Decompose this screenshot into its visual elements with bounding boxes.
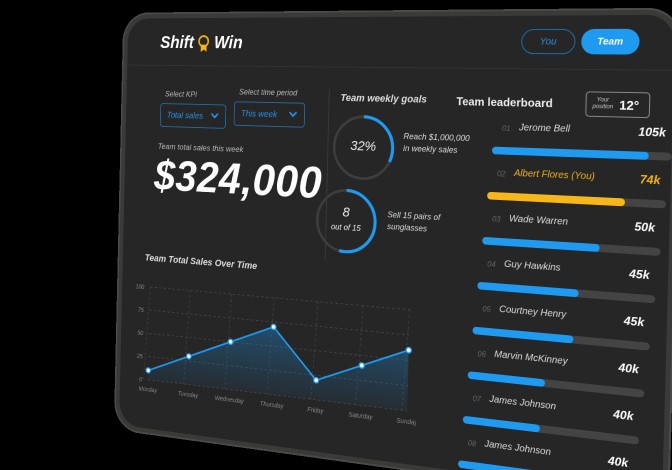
y-tick-label: 25 [136, 353, 143, 360]
total-sales-value: $324,000 [153, 151, 323, 208]
x-tick-label: Friday [307, 407, 324, 415]
progress-fill [491, 146, 649, 160]
progress-track [482, 236, 661, 256]
data-point [271, 324, 276, 330]
chevron-down-icon [210, 109, 219, 119]
y-tick-label: 0 [139, 377, 142, 383]
rank-number: 03 [492, 214, 501, 224]
progress-track [491, 146, 672, 161]
x-tick-label: Sunday [396, 418, 418, 427]
progress-track [487, 191, 667, 209]
x-tick-label: Tuesday [178, 391, 199, 400]
member-score: 105k [638, 124, 667, 140]
line-chart: 0 25 50 75 100 Monday Tuesday Wednesday Thursday… [136, 284, 418, 427]
logo: Shift Win [160, 33, 243, 53]
sales-over-time-chart: 0 25 50 75 100 Monday Tuesday Wednesday Thursday… [125, 270, 419, 441]
kpi-select[interactable]: Total sales [159, 103, 227, 129]
top-bar: Shift Win You Team [127, 14, 672, 71]
member-score: 40k [613, 407, 634, 424]
progress-fill [458, 460, 535, 470]
member-score: 40k [607, 453, 629, 470]
data-point [146, 368, 151, 374]
y-tick-label: 50 [137, 330, 143, 337]
member-name: Jerome Bell [518, 122, 571, 135]
progress-track [467, 371, 645, 398]
data-point [186, 353, 191, 359]
progress-fill [472, 326, 574, 344]
member-score: 40k [618, 360, 640, 377]
rank-number: 01 [501, 124, 511, 133]
data-point [359, 362, 364, 368]
tablet-frame: Shift Win You Team Select KPI Total sale… [113, 7, 672, 470]
goal-ring-sales-value: 32% [350, 138, 377, 155]
member-score: 45k [628, 266, 650, 283]
member-score: 50k [634, 219, 656, 235]
progress-fill [477, 281, 579, 298]
member-score: 45k [623, 313, 645, 330]
kpi-select-value: Total sales [166, 110, 204, 121]
dashboard-screen: Shift Win You Team Select KPI Total sale… [119, 14, 672, 470]
toggle-you-button[interactable]: You [520, 28, 576, 55]
rank-number: 06 [477, 349, 486, 359]
progress-fill [482, 236, 600, 253]
goal-ring-sunglasses: 8 out of 15 [313, 185, 379, 257]
period-label: Select time period [239, 87, 298, 98]
progress-fill [462, 415, 540, 433]
x-tick-label: Monday [139, 386, 158, 394]
logo-text-win: Win [213, 33, 243, 53]
member-name: Wade Warren [508, 213, 569, 228]
medal-icon [198, 34, 210, 52]
rank-number: 05 [482, 304, 491, 314]
leaderboard-title: Team leaderboard [456, 94, 553, 111]
y-tick-label: 75 [138, 307, 144, 314]
period-select[interactable]: This week [233, 101, 306, 128]
x-tick-label: Saturday [348, 412, 373, 422]
weekly-goals-title: Team weekly goals [340, 92, 427, 106]
y-tick-label: 100 [136, 284, 145, 291]
progress-fill [467, 371, 545, 388]
leaderboard-list: 01 Jerome Bell 105k 02 Albert Flores (You) 74… [426, 72, 672, 470]
progress-track [477, 281, 656, 304]
data-point [406, 347, 411, 353]
chart-title: Team Total Sales Over Time [144, 252, 258, 272]
chevron-down-icon [288, 108, 298, 118]
x-tick-label: Thursday [260, 401, 284, 410]
data-point [228, 339, 233, 345]
your-position-badge: Your position 12° [585, 91, 651, 119]
period-select-value: This week [240, 108, 278, 120]
logo-text-shift: Shift [160, 33, 195, 53]
rank-number: 02 [496, 169, 506, 179]
rank-number: 08 [467, 438, 477, 449]
your-position-label: Your position [592, 97, 614, 111]
progress-fill [487, 191, 626, 207]
data-point [314, 377, 319, 383]
member-name: Albert Flores (You) [513, 168, 596, 183]
your-position-value: 12° [619, 97, 640, 113]
rank-number: 07 [472, 394, 482, 404]
leaderboard: Team leaderboard Your position 12° 01 Jero… [416, 72, 672, 470]
rank-number: 04 [487, 259, 496, 269]
kpi-label: Select KPI [165, 89, 198, 99]
toggle-team-button[interactable]: Team [580, 28, 640, 55]
member-score: 74k [639, 172, 661, 188]
goal-ring-sales: 32% [330, 112, 397, 183]
progress-track [472, 326, 650, 351]
x-tick-label: Wednesday [215, 395, 245, 405]
